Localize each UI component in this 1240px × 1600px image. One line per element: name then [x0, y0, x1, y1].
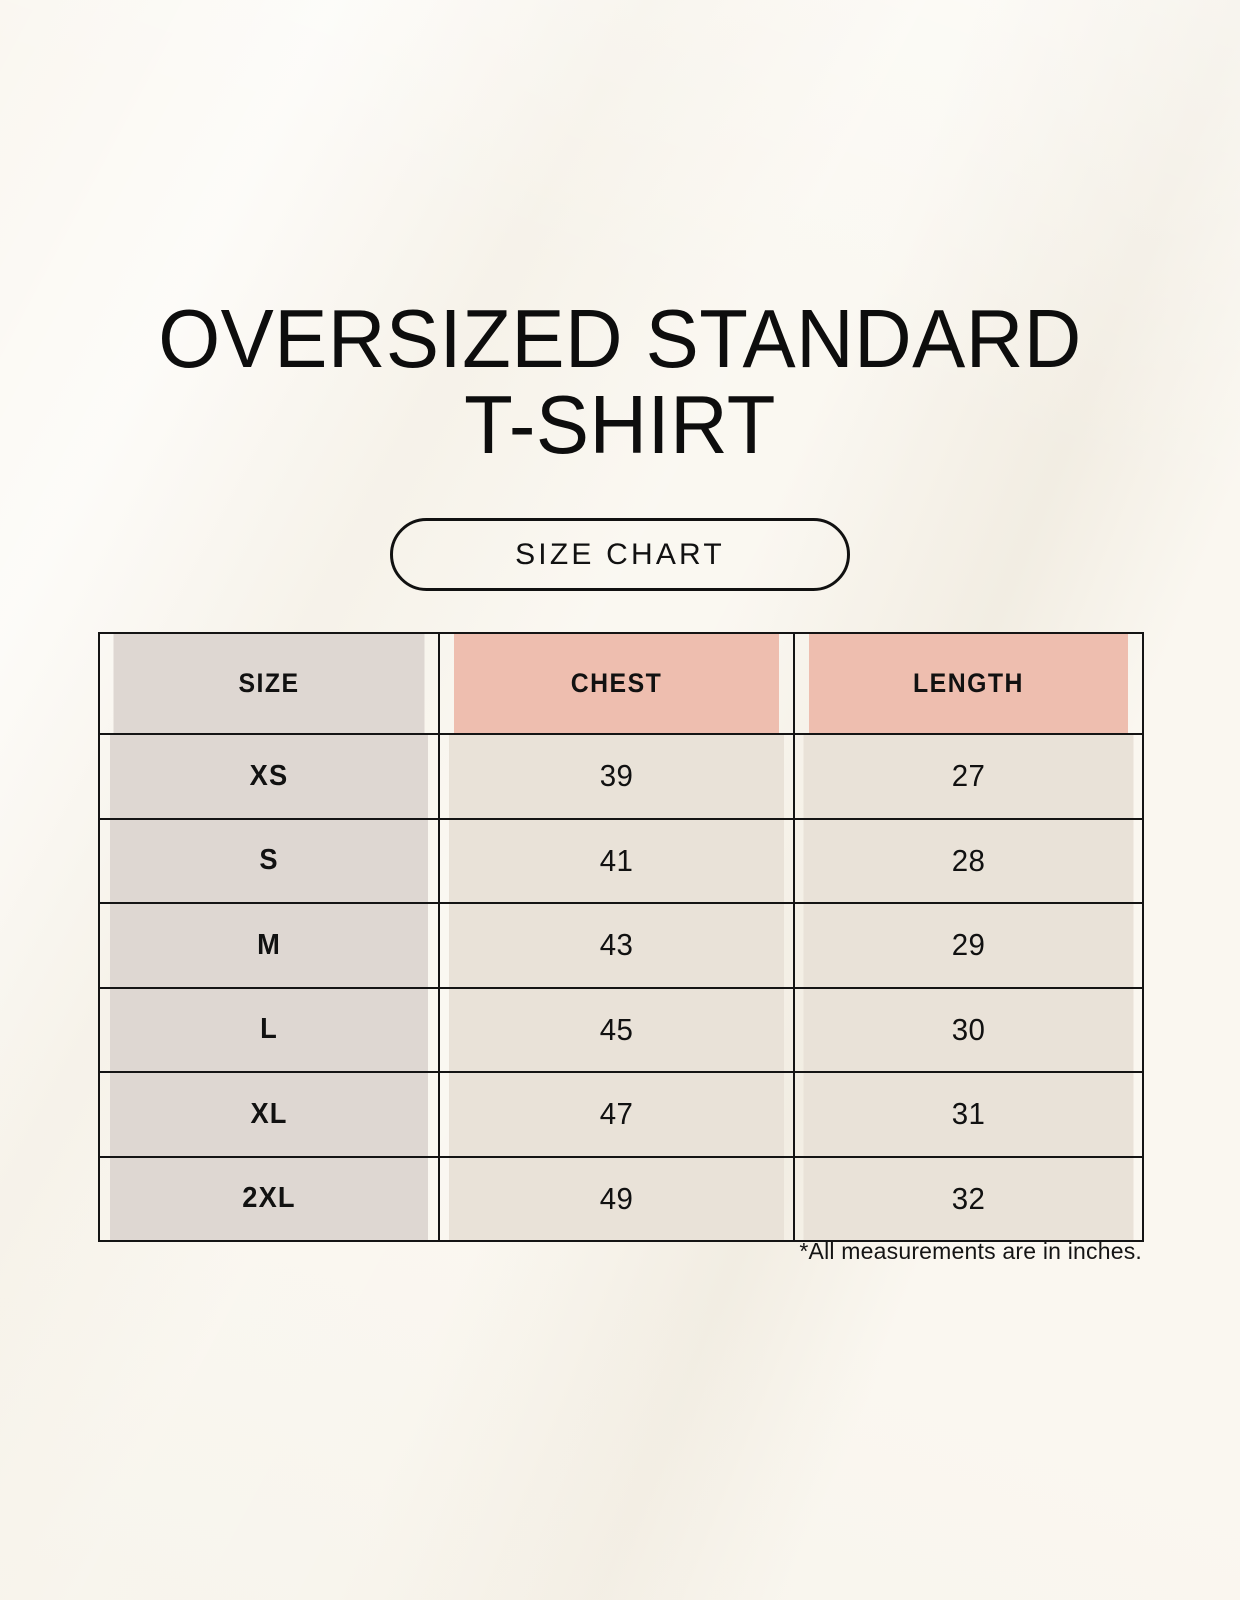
table-row: 2XL 49 32 [99, 1155, 1143, 1242]
table-row: S 41 28 [99, 817, 1143, 904]
page-title-line-2: T-SHIRT [464, 378, 776, 471]
measurement-unit-note: *All measurements are in inches. [799, 1238, 1142, 1264]
cell-length: 32 [801, 1155, 1136, 1242]
table-header: SIZE CHEST LENGTH [99, 632, 1143, 735]
size-chart-badge-wrap: SIZE CHART [0, 518, 1240, 591]
cell-chest: 45 [446, 986, 787, 1073]
cell-length: 31 [801, 1071, 1136, 1158]
size-chart-badge: SIZE CHART [390, 518, 850, 591]
cell-length: 28 [801, 817, 1136, 904]
cell-length: 27 [801, 733, 1136, 820]
size-chart-table-wrap: SIZE CHEST LENGTH XS 39 27 S 41 28 M [98, 632, 1142, 1242]
table-row: L 45 30 [99, 986, 1143, 1073]
column-header-chest: CHEST [452, 632, 781, 735]
table-row: XS 39 27 [99, 733, 1143, 820]
cell-chest: 43 [446, 902, 787, 989]
size-chart-table: SIZE CHEST LENGTH XS 39 27 S 41 28 M [98, 632, 1144, 1242]
cell-chest: 47 [446, 1071, 787, 1158]
cell-size: XL [108, 1071, 430, 1158]
size-chart-badge-label: SIZE CHART [515, 537, 725, 571]
cell-size: XS [108, 733, 430, 820]
cell-size: M [108, 902, 430, 989]
table-body: XS 39 27 S 41 28 M 43 29 L 45 30 [99, 733, 1143, 1242]
page-title-line-1: OVERSIZED STANDARD [158, 292, 1082, 385]
cell-size: 2XL [108, 1155, 430, 1242]
column-header-size: SIZE [111, 632, 427, 735]
table-row: XL 47 31 [99, 1071, 1143, 1158]
cell-chest: 39 [446, 733, 787, 820]
table-header-row: SIZE CHEST LENGTH [99, 632, 1143, 735]
cell-length: 29 [801, 902, 1136, 989]
cell-size: L [108, 986, 430, 1073]
table-row: M 43 29 [99, 902, 1143, 989]
cell-chest: 41 [446, 817, 787, 904]
column-header-length: LENGTH [807, 632, 1130, 735]
cell-length: 30 [801, 986, 1136, 1073]
cell-chest: 49 [446, 1155, 787, 1242]
cell-size: S [108, 817, 430, 904]
page-title: OVERSIZED STANDARD T-SHIRT [0, 292, 1240, 471]
